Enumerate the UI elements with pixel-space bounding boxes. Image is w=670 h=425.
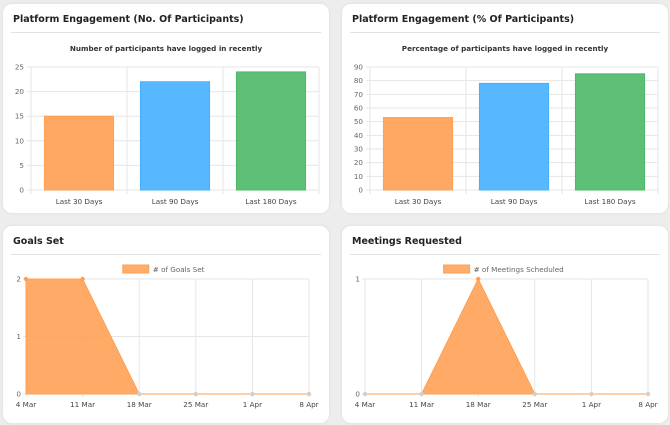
legend-swatch	[122, 264, 150, 274]
y-tick-label: 80	[354, 76, 364, 85]
x-tick-label: 4 Mar	[16, 400, 36, 409]
bar	[574, 73, 646, 191]
y-tick-label: 90	[354, 63, 364, 72]
y-tick-label: 0	[358, 186, 363, 195]
y-tick-label: 5	[19, 161, 24, 170]
data-point	[645, 391, 651, 397]
bar	[43, 115, 115, 191]
data-point	[193, 391, 198, 397]
x-tick-label: Last 180 Days	[245, 197, 296, 206]
data-point	[250, 391, 255, 397]
x-tick-label: 4 Mar	[355, 400, 375, 409]
y-tick-label: 20	[354, 158, 364, 167]
data-point	[306, 391, 312, 397]
data-point	[23, 276, 29, 282]
divider	[11, 254, 321, 255]
x-tick-label: Last 90 Days	[491, 197, 538, 206]
y-tick-label: 2	[16, 275, 21, 284]
card-title: Platform Engagement (% Of Participants)	[352, 14, 575, 25]
participants-percent-bar-chart: Percentage of participants have logged i…	[354, 44, 659, 206]
participants-count-bar-chart: Number of participants have logged in re…	[15, 44, 320, 206]
y-tick-label: 40	[354, 131, 364, 140]
data-point	[419, 391, 424, 397]
data-point	[137, 391, 142, 397]
goals-set-area-chart: # of Goals Set 0 1 2 4 Mar 11 Mar 18 Mar 25 Mar…	[16, 264, 319, 409]
chart-subtitle: Percentage of participants have logged i…	[402, 44, 609, 53]
y-tick-label: 15	[15, 112, 24, 121]
bar	[235, 71, 307, 191]
meetings-requested-area-chart: # of Meetings Scheduled 0 1 4 Mar 11 Mar 18 M…	[355, 264, 658, 409]
divider	[350, 32, 660, 33]
x-tick-label: Last 90 Days	[152, 197, 199, 206]
participants-percent-card: Platform Engagement (% Of Participants) …	[342, 4, 668, 213]
divider	[11, 32, 321, 33]
card-title: Meetings Requested	[352, 236, 462, 247]
y-tick-label: 1	[16, 332, 21, 341]
data-point	[80, 276, 85, 282]
divider	[350, 254, 660, 255]
x-tick-label: 11 Mar	[409, 400, 434, 409]
x-tick-label: 18 Mar	[466, 400, 491, 409]
x-tick-label: 25 Mar	[522, 400, 547, 409]
x-tick-label: 1 Apr	[243, 400, 262, 409]
y-tick-label: 0	[355, 390, 360, 399]
goals-set-card: Goals Set # of Goals Set 0 1 2 4 Mar 11 Mar 18…	[3, 226, 329, 423]
data-point	[532, 391, 537, 397]
data-point	[589, 391, 594, 397]
chart-subtitle: Number of participants have logged in re…	[70, 44, 263, 53]
area-series	[25, 278, 309, 395]
legend-swatch	[443, 264, 471, 274]
x-tick-label: 18 Mar	[127, 400, 152, 409]
y-tick-label: 20	[15, 87, 25, 96]
y-tick-label: 60	[354, 104, 364, 113]
x-tick-label: 8 Apr	[638, 400, 657, 409]
y-tick-label: 0	[16, 390, 21, 399]
card-title: Goals Set	[13, 236, 64, 247]
y-tick-label: 25	[15, 63, 24, 72]
y-tick-label: 30	[354, 145, 364, 154]
y-tick-label: 50	[354, 117, 364, 126]
y-tick-label: 1	[355, 275, 360, 284]
card-title: Platform Engagement (No. Of Participants…	[13, 14, 244, 25]
bar	[478, 82, 550, 191]
y-tick-label: 0	[19, 186, 24, 195]
x-tick-label: 1 Apr	[582, 400, 601, 409]
x-tick-label: 11 Mar	[70, 400, 95, 409]
bar	[382, 117, 454, 191]
data-point	[476, 276, 481, 282]
y-tick-label: 70	[354, 90, 364, 99]
data-point	[362, 391, 368, 397]
legend-label: # of Goals Set	[153, 265, 205, 274]
x-tick-label: 25 Mar	[183, 400, 208, 409]
meetings-requested-card: Meetings Requested # of Meetings Schedul…	[342, 226, 668, 423]
x-tick-label: 8 Apr	[299, 400, 318, 409]
participants-count-card: Platform Engagement (No. Of Participants…	[3, 4, 329, 213]
area-series	[365, 277, 648, 395]
legend-label: # of Meetings Scheduled	[474, 265, 564, 274]
x-tick-label: Last 30 Days	[395, 197, 442, 206]
y-tick-label: 10	[15, 136, 25, 145]
x-tick-label: Last 180 Days	[584, 197, 635, 206]
x-tick-label: Last 30 Days	[56, 197, 103, 206]
bar	[139, 81, 211, 191]
y-tick-label: 10	[354, 172, 364, 181]
